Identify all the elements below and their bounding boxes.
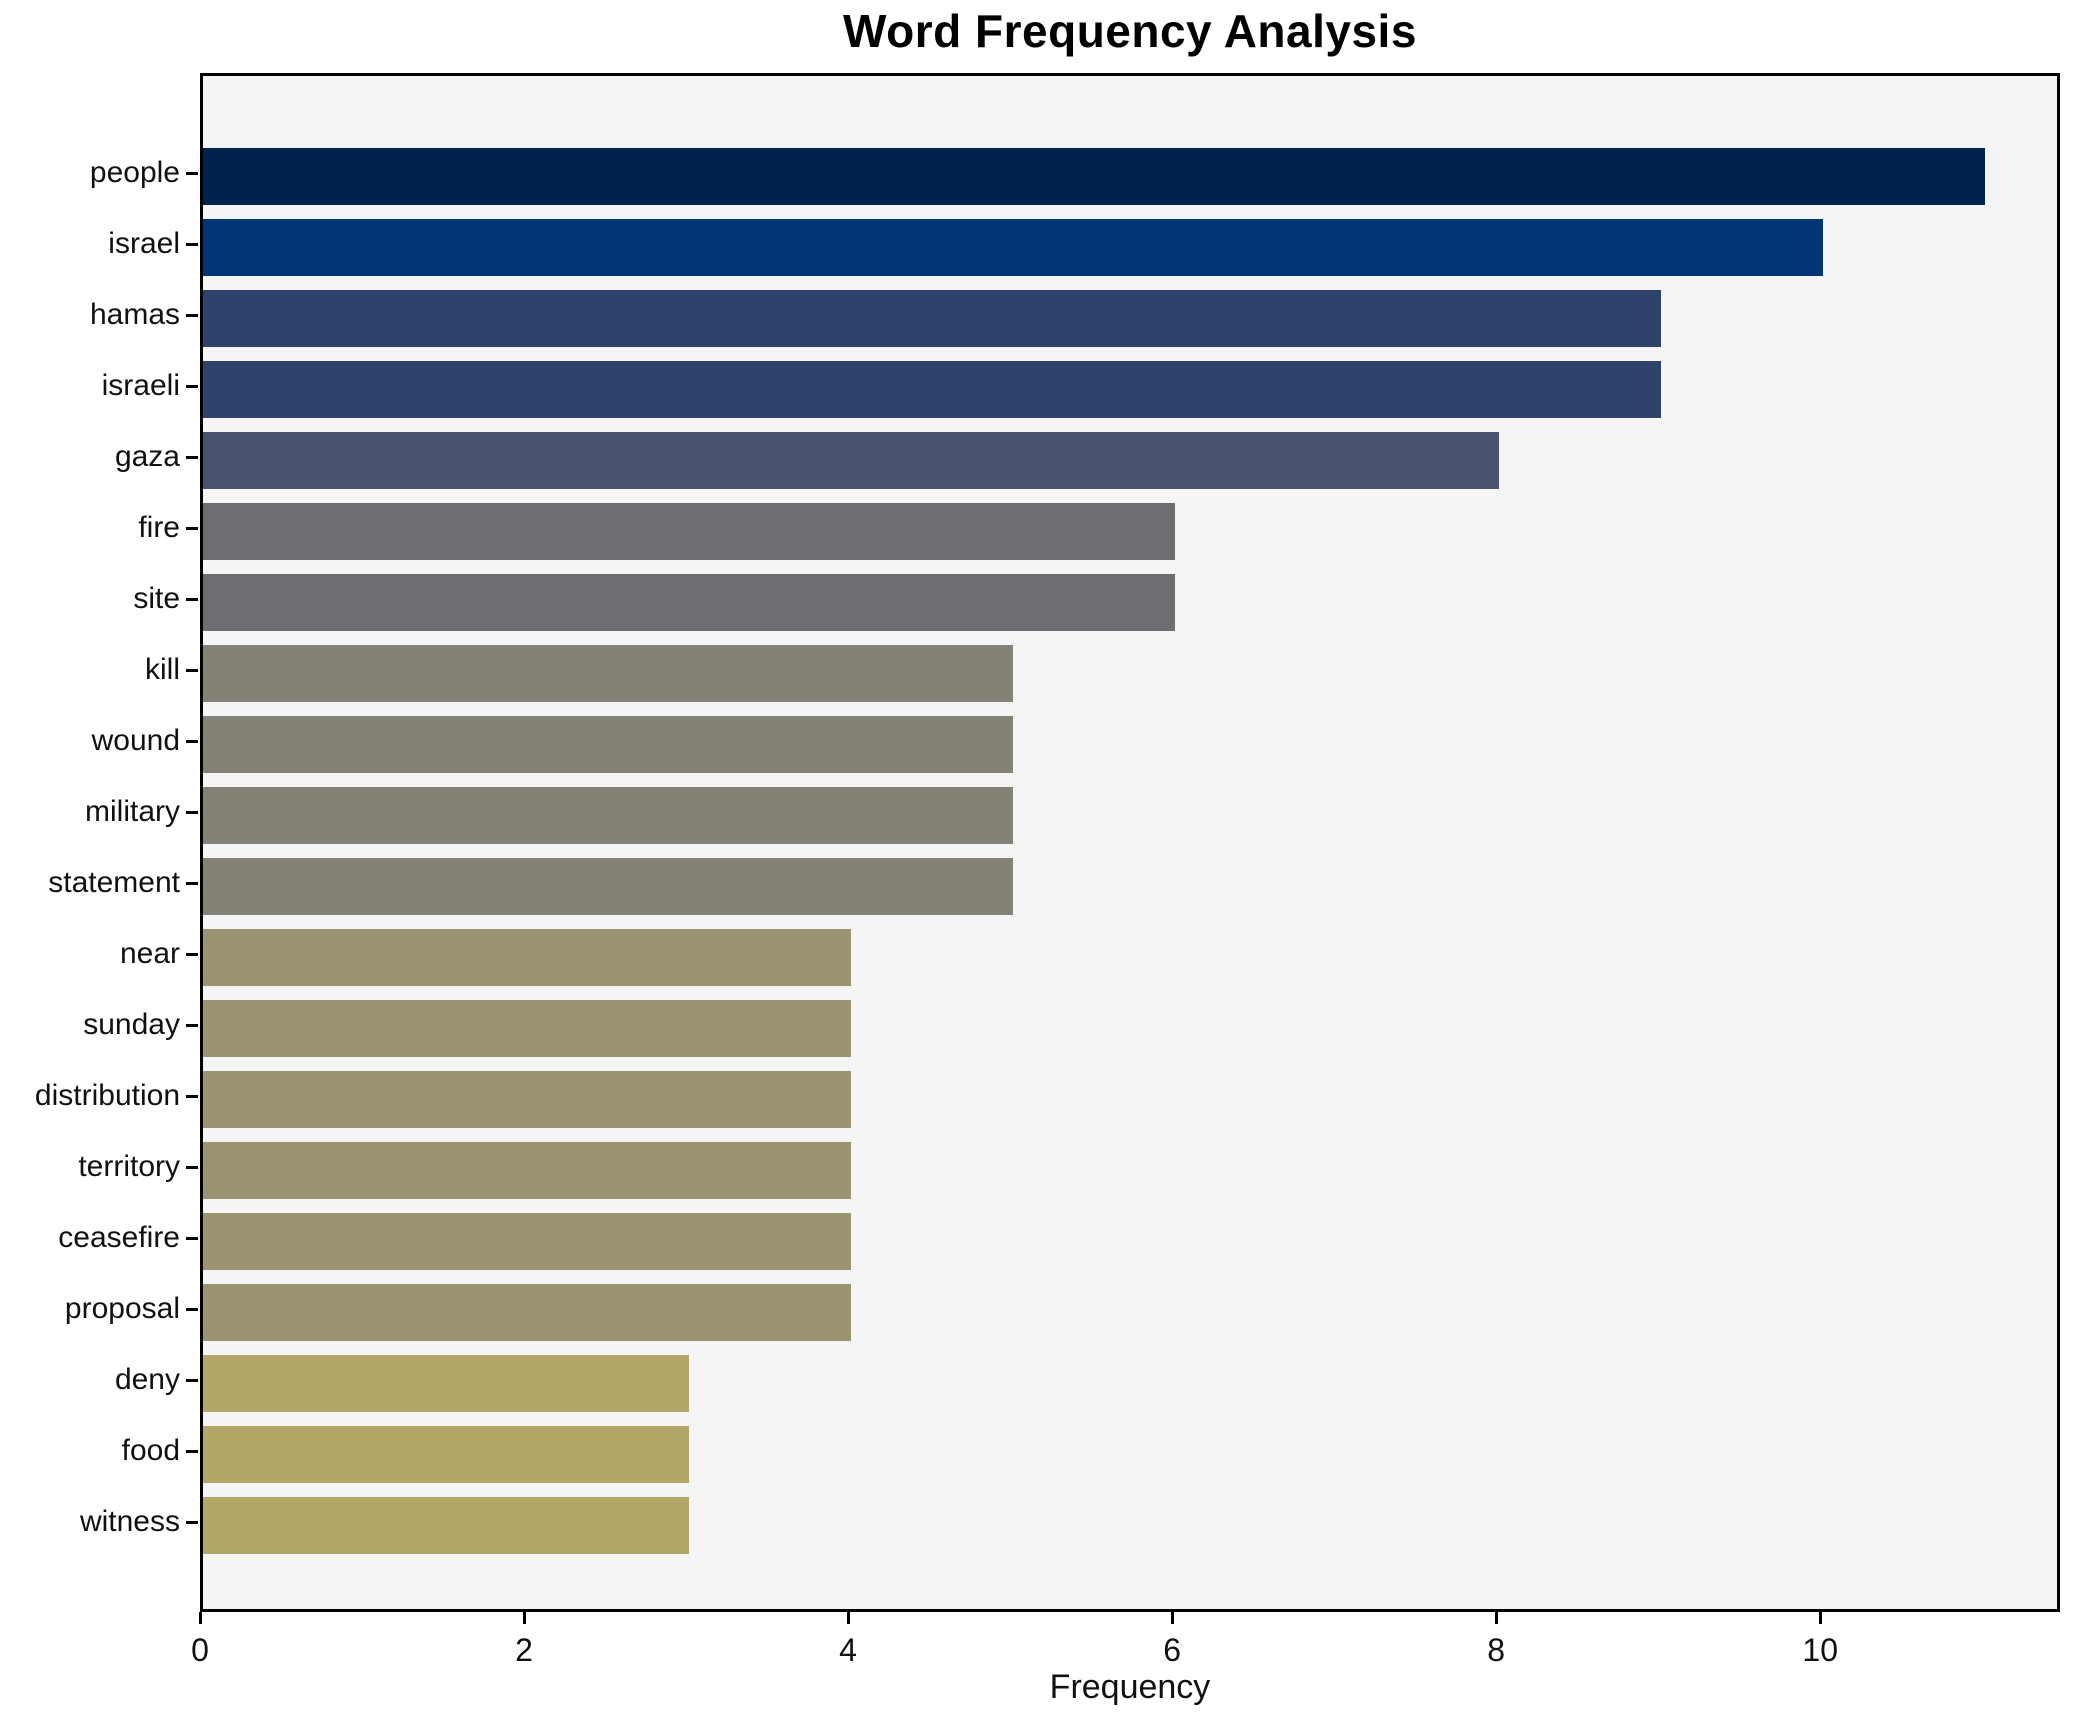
ytick-mark-distribution — [186, 1095, 198, 1098]
xtick-label-6: 6 — [1163, 1632, 1182, 1668]
ytick-mark-statement — [186, 882, 198, 885]
bar-deny — [203, 1354, 690, 1412]
ytick-label-proposal: proposal — [64, 1292, 180, 1325]
ytick-mark-territory — [186, 1166, 198, 1169]
ytick-label-military: military — [85, 795, 180, 828]
bar-proposal — [203, 1283, 852, 1341]
bar-ceasefire — [203, 1212, 852, 1270]
ytick-mark-fire — [186, 527, 198, 530]
bar-fire — [203, 502, 1176, 560]
ytick-label-food: food — [121, 1434, 180, 1467]
ytick-mark-hamas — [186, 314, 198, 317]
xtick-label-2: 2 — [515, 1632, 533, 1668]
ytick-mark-food — [186, 1450, 198, 1453]
bar-people — [203, 147, 1986, 205]
ytick-label-israeli: israeli — [101, 369, 180, 402]
bar-wound — [203, 715, 1014, 773]
ytick-label-territory: territory — [78, 1150, 180, 1183]
ytick-mark-proposal — [186, 1308, 198, 1311]
ytick-label-gaza: gaza — [114, 440, 180, 473]
xtick-label-0: 0 — [191, 1632, 209, 1668]
ytick-label-wound: wound — [91, 724, 180, 757]
ytick-mark-witness — [186, 1521, 198, 1524]
ytick-label-ceasefire: ceasefire — [58, 1221, 180, 1254]
ytick-mark-israeli — [186, 385, 198, 388]
bar-kill — [203, 644, 1014, 702]
xtick-mark-6 — [1170, 1612, 1174, 1624]
bar-near — [203, 928, 852, 986]
ytick-mark-wound — [186, 740, 198, 743]
ytick-label-statement: statement — [48, 866, 180, 899]
ytick-label-sunday: sunday — [83, 1008, 180, 1041]
ytick-label-people: people — [89, 156, 180, 189]
bar-israel — [203, 218, 1824, 276]
ytick-mark-ceasefire — [186, 1237, 198, 1240]
bar-gaza — [203, 431, 1500, 489]
ytick-mark-site — [186, 598, 198, 601]
plot-area — [200, 73, 2060, 1612]
ytick-label-near: near — [119, 937, 180, 970]
xtick-label-4: 4 — [839, 1632, 857, 1668]
bar-territory — [203, 1141, 852, 1199]
ytick-label-site: site — [133, 582, 180, 615]
ytick-mark-sunday — [186, 1024, 198, 1027]
ytick-mark-gaza — [186, 456, 198, 459]
bar-food — [203, 1425, 690, 1483]
ytick-mark-israel — [186, 243, 198, 246]
bar-sunday — [203, 999, 852, 1057]
x-axis-label: Frequency — [1049, 1668, 1211, 1706]
ytick-label-fire: fire — [138, 511, 180, 544]
xtick-mark-2 — [522, 1612, 526, 1624]
chart-title: Word Frequency Analysis — [843, 5, 1417, 57]
ytick-label-hamas: hamas — [89, 298, 180, 331]
bar-distribution — [203, 1070, 852, 1128]
bar-statement — [203, 857, 1014, 915]
ytick-mark-people — [186, 172, 198, 175]
ytick-label-deny: deny — [114, 1363, 180, 1396]
ytick-label-kill: kill — [145, 653, 180, 686]
bar-hamas — [203, 289, 1662, 347]
bar-military — [203, 786, 1014, 844]
xtick-mark-4 — [846, 1612, 850, 1624]
ytick-label-distribution: distribution — [34, 1079, 180, 1112]
bar-israeli — [203, 360, 1662, 418]
ytick-mark-kill — [186, 669, 198, 672]
ytick-mark-near — [186, 953, 198, 956]
xtick-label-10: 10 — [1802, 1632, 1838, 1668]
xtick-mark-10 — [1818, 1612, 1822, 1624]
xtick-mark-0 — [198, 1612, 202, 1624]
xtick-mark-8 — [1494, 1612, 1498, 1624]
ytick-label-israel: israel — [108, 227, 180, 260]
bar-witness — [203, 1496, 690, 1554]
ytick-mark-military — [186, 811, 198, 814]
ytick-mark-deny — [186, 1379, 198, 1382]
ytick-label-witness: witness — [79, 1505, 180, 1538]
xtick-label-8: 8 — [1487, 1632, 1506, 1668]
bar-site — [203, 573, 1176, 631]
